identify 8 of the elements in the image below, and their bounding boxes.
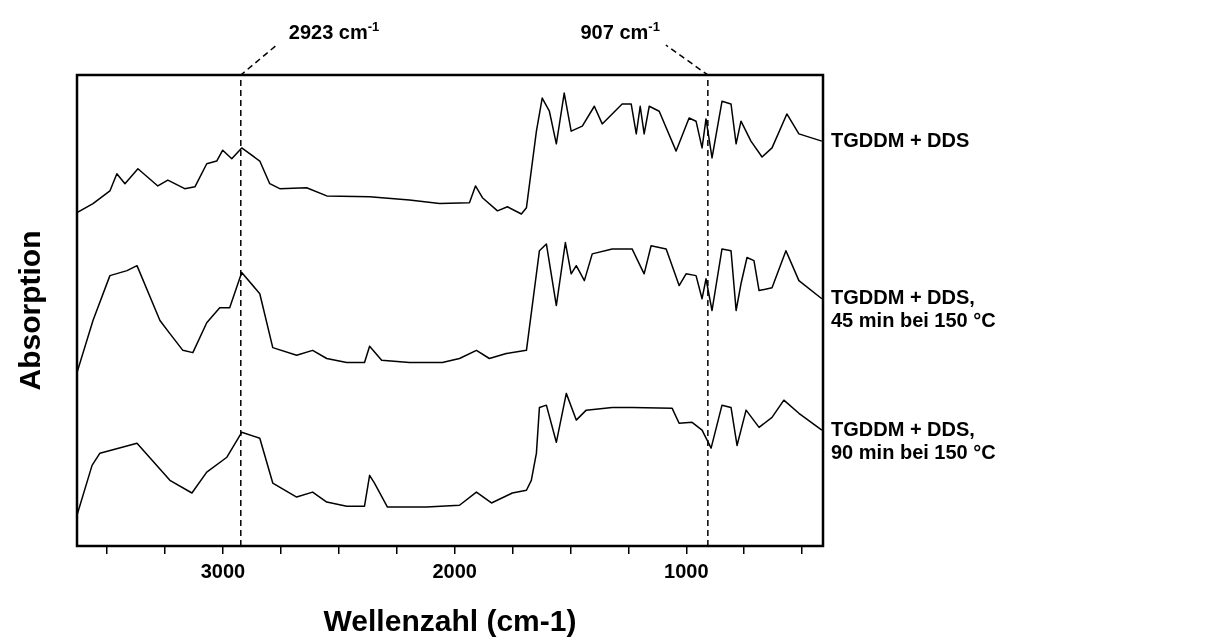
series-label: TGDDM + DDS, 45 min bei 150 °C [831, 286, 996, 332]
x-tick-label: 1000 [664, 559, 709, 582]
x-axis-title: Wellenzahl (cm-1) [323, 604, 577, 638]
series-label: TGDDM + DDS [831, 128, 970, 151]
x-tick-label: 3000 [200, 559, 246, 582]
y-axis-title: Absorption [13, 230, 47, 391]
x-tick-label: 2000 [432, 559, 477, 582]
series-label: TGDDM + DDS, 90 min bei 150 °C [831, 417, 996, 463]
